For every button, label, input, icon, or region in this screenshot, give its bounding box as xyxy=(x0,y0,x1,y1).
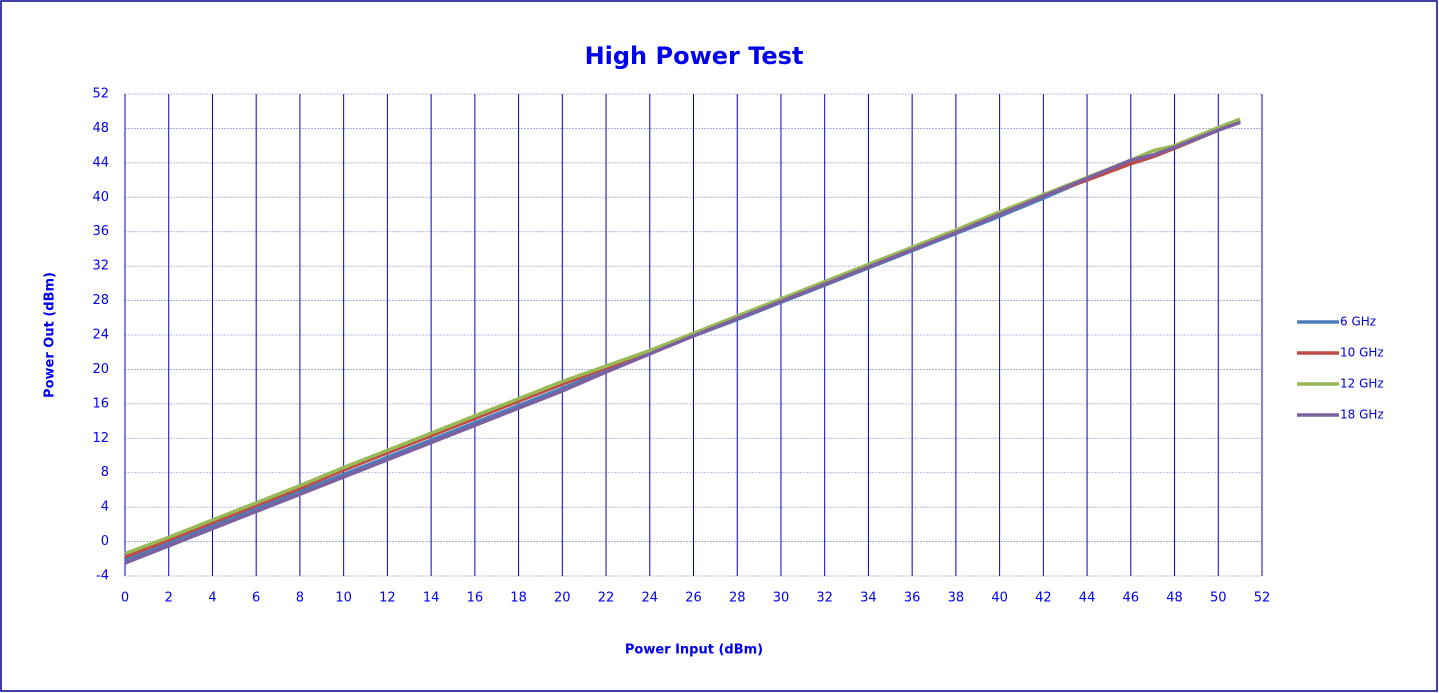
x-tick-label: 10 xyxy=(335,591,352,606)
x-tick-label: 6 xyxy=(252,591,260,606)
y-tick-label: 32 xyxy=(92,259,109,274)
x-tick-label: 28 xyxy=(729,591,746,606)
x-tick-label: 50 xyxy=(1210,591,1227,606)
x-tick-label: 2 xyxy=(165,591,173,606)
x-tick-label: 40 xyxy=(991,591,1008,606)
x-tick-label: 14 xyxy=(423,591,440,606)
x-tick-label: 36 xyxy=(904,591,921,606)
x-tick-label: 22 xyxy=(598,591,615,606)
x-tick-label: 46 xyxy=(1123,591,1140,606)
legend-label: 6 GHz xyxy=(1340,315,1376,329)
x-tick-label: 30 xyxy=(773,591,790,606)
y-tick-label: 20 xyxy=(92,362,109,377)
y-tick-label: 48 xyxy=(92,121,109,136)
y-tick-label: 4 xyxy=(101,500,109,515)
x-tick-label: 20 xyxy=(554,591,571,606)
x-tick-label: 42 xyxy=(1035,591,1052,606)
y-tick-label: 12 xyxy=(92,431,109,446)
x-axis-label: Power Input (dBm) xyxy=(625,643,763,658)
legend-label: 12 GHz xyxy=(1340,377,1384,391)
x-tick-label: 0 xyxy=(121,591,129,606)
y-tick-label: 8 xyxy=(101,465,109,480)
x-tick-label: 38 xyxy=(948,591,965,606)
x-tick-label: 44 xyxy=(1079,591,1096,606)
y-tick-label: 16 xyxy=(92,396,109,411)
legend-label: 18 GHz xyxy=(1340,408,1384,422)
y-tick-label: 0 xyxy=(101,534,109,549)
x-tick-label: 8 xyxy=(296,591,304,606)
x-tick-label: 48 xyxy=(1166,591,1183,606)
x-tick-label: 34 xyxy=(860,591,877,606)
x-tick-label: 52 xyxy=(1254,591,1271,606)
y-axis-label: Power Out (dBm) xyxy=(43,272,58,398)
legend-label: 10 GHz xyxy=(1340,346,1384,360)
x-tick-label: 26 xyxy=(685,591,702,606)
x-tick-label: 16 xyxy=(467,591,484,606)
y-tick-label: 24 xyxy=(92,328,109,343)
x-tick-label: 12 xyxy=(379,591,396,606)
y-tick-label: 52 xyxy=(92,87,109,102)
x-tick-label: 4 xyxy=(208,591,216,606)
chart-title: High Power Test xyxy=(585,42,804,70)
y-tick-label: 44 xyxy=(92,155,109,170)
y-tick-label: 28 xyxy=(92,293,109,308)
x-tick-label: 18 xyxy=(510,591,527,606)
y-tick-label: 36 xyxy=(92,224,109,239)
x-tick-label: 32 xyxy=(816,591,833,606)
x-tick-label: 24 xyxy=(641,591,658,606)
y-tick-label: 40 xyxy=(92,190,109,205)
y-tick-label: -4 xyxy=(96,569,109,584)
series-line xyxy=(124,120,1241,565)
